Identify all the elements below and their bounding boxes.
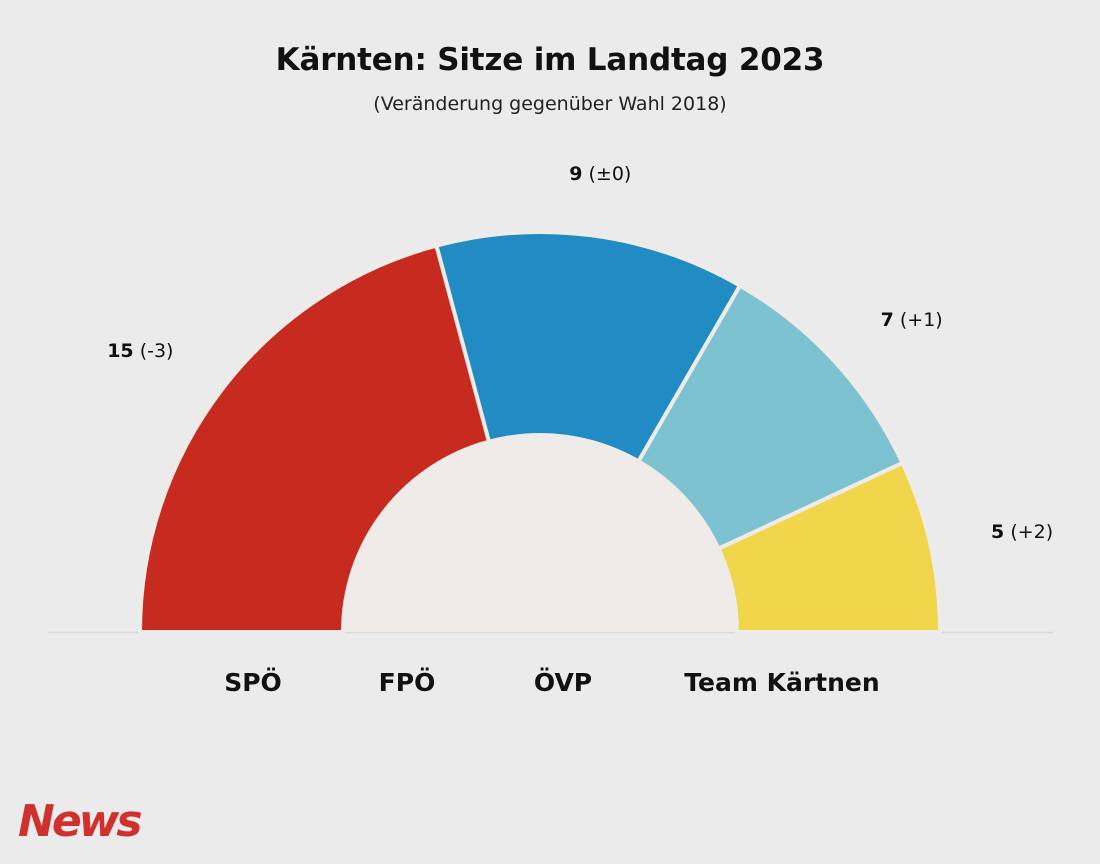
category-label-fpö: FPÖ bbox=[379, 667, 436, 697]
chart-subtitle: (Veränderung gegenüber Wahl 2018) bbox=[373, 93, 727, 115]
category-label-spö: SPÖ bbox=[224, 667, 282, 697]
value-label-fpö: 9 (±0) bbox=[569, 162, 631, 184]
news-logo: News bbox=[18, 796, 143, 847]
value-label-övp: 7 (+1) bbox=[881, 308, 943, 330]
category-label-övp: ÖVP bbox=[534, 667, 592, 697]
value-label-spö: 15 (-3) bbox=[107, 339, 173, 361]
chart-title: Kärnten: Sitze im Landtag 2023 bbox=[275, 42, 825, 78]
chart-center bbox=[343, 435, 737, 632]
value-label-team-kärtnen: 5 (+2) bbox=[991, 521, 1053, 543]
category-label-team-kärtnen: Team Kärtnen bbox=[684, 668, 879, 697]
